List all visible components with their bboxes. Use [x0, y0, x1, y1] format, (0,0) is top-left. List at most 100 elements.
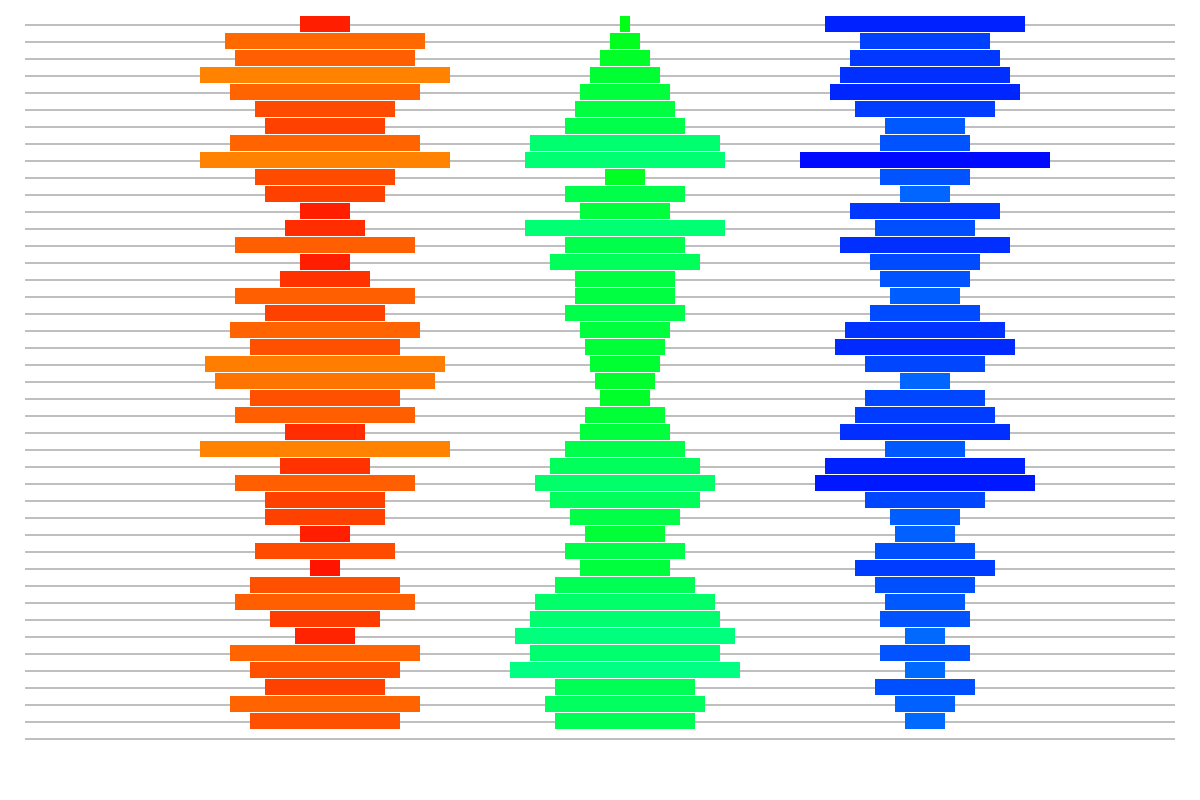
bar — [870, 305, 980, 321]
bar — [535, 594, 715, 610]
bar — [575, 101, 675, 117]
bar — [525, 220, 725, 236]
bar — [295, 628, 355, 644]
bar — [255, 169, 395, 185]
bar — [845, 322, 1005, 338]
bar — [580, 424, 670, 440]
bar — [250, 390, 400, 406]
bar — [880, 135, 970, 151]
bar — [825, 458, 1025, 474]
series-3 — [800, 16, 1050, 729]
bar — [265, 118, 385, 134]
bar — [535, 475, 715, 491]
bar — [255, 543, 395, 559]
bar — [850, 203, 1000, 219]
bar — [900, 373, 950, 389]
bar — [860, 33, 990, 49]
bar — [585, 526, 665, 542]
series-1 — [200, 16, 450, 729]
bar — [300, 254, 350, 270]
bar — [225, 33, 425, 49]
bar — [285, 220, 365, 236]
bar — [565, 543, 685, 559]
bar — [235, 288, 415, 304]
bar — [885, 441, 965, 457]
bar — [265, 679, 385, 695]
bar — [230, 322, 420, 338]
bar — [900, 186, 950, 202]
bar — [830, 84, 1020, 100]
bar — [590, 67, 660, 83]
bar — [235, 237, 415, 253]
bar — [875, 679, 975, 695]
bar — [875, 543, 975, 559]
bar — [300, 16, 350, 32]
bar — [905, 628, 945, 644]
bar — [885, 594, 965, 610]
bar — [600, 390, 650, 406]
bar — [250, 713, 400, 729]
bar — [590, 356, 660, 372]
bar-groups — [200, 16, 1050, 729]
bar — [905, 713, 945, 729]
bar — [300, 526, 350, 542]
bar — [280, 271, 370, 287]
bar — [600, 50, 650, 66]
bar — [550, 254, 700, 270]
bar — [265, 492, 385, 508]
bar — [550, 492, 700, 508]
bar — [230, 84, 420, 100]
bar — [585, 339, 665, 355]
bar — [550, 458, 700, 474]
bar — [875, 220, 975, 236]
bar — [865, 356, 985, 372]
bar — [250, 339, 400, 355]
bar — [285, 424, 365, 440]
bar — [530, 135, 720, 151]
bar — [890, 509, 960, 525]
bar — [865, 492, 985, 508]
bar — [595, 373, 655, 389]
bar — [310, 560, 340, 576]
bar — [580, 203, 670, 219]
bar — [800, 152, 1050, 168]
bar — [215, 373, 435, 389]
bar — [585, 407, 665, 423]
bar — [895, 526, 955, 542]
bar — [565, 118, 685, 134]
bar — [545, 696, 705, 712]
bar — [565, 305, 685, 321]
bar — [265, 305, 385, 321]
bar — [575, 271, 675, 287]
bar — [555, 577, 695, 593]
bar — [530, 645, 720, 661]
bar — [580, 84, 670, 100]
bar — [835, 339, 1015, 355]
bar — [230, 696, 420, 712]
bar — [580, 322, 670, 338]
bar — [230, 645, 420, 661]
bar — [865, 390, 985, 406]
bar — [200, 67, 450, 83]
bar — [840, 237, 1010, 253]
bar — [855, 407, 995, 423]
bar — [565, 237, 685, 253]
bar — [510, 662, 740, 678]
bar — [855, 560, 995, 576]
bar — [870, 254, 980, 270]
bar — [270, 611, 380, 627]
bar — [885, 118, 965, 134]
bar — [570, 509, 680, 525]
bar — [840, 424, 1010, 440]
bar — [895, 696, 955, 712]
bar — [890, 288, 960, 304]
bar — [555, 679, 695, 695]
bar — [235, 594, 415, 610]
bar — [815, 475, 1035, 491]
bar — [875, 577, 975, 593]
bar — [880, 169, 970, 185]
bar — [880, 611, 970, 627]
bar — [880, 645, 970, 661]
bar — [515, 628, 735, 644]
